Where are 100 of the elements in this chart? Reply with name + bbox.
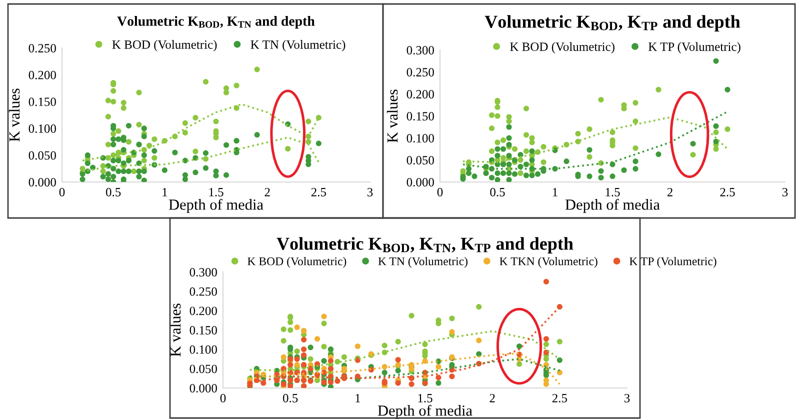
point	[632, 166, 638, 172]
chart-title: Volumetric K$_{BOD}$, K$_{TN}$ and depth	[117, 16, 315, 29]
legend-label: K BOD (Volumetric)	[248, 256, 346, 268]
y-tick-label: 0.200	[406, 90, 434, 99]
point	[621, 167, 627, 173]
point	[288, 327, 294, 333]
point	[632, 158, 638, 164]
y-tick-label: 0.000	[406, 178, 434, 187]
x-tick-label: 1.5	[418, 394, 432, 402]
legend-label: K BOD (Volumetric)	[510, 42, 614, 54]
point	[598, 174, 604, 180]
point	[321, 320, 327, 326]
y-tick-label: 0.050	[28, 151, 56, 160]
point	[506, 177, 512, 182]
point	[506, 170, 512, 176]
line-series	[82, 103, 320, 162]
y-tick-label: 0.050	[406, 156, 434, 165]
point	[301, 336, 307, 342]
x-tick-label: 2.5	[311, 188, 326, 196]
point	[494, 170, 500, 176]
point	[308, 356, 314, 362]
point	[395, 338, 401, 344]
point	[512, 171, 518, 177]
point	[506, 162, 512, 168]
x-tick-label: 2	[490, 394, 495, 402]
point	[506, 142, 512, 148]
point	[506, 152, 512, 158]
point	[436, 364, 442, 370]
legend-label: K TP (Volumetric)	[648, 42, 740, 54]
point	[449, 374, 455, 380]
point	[529, 157, 535, 163]
y-tick-label: 0.150	[28, 98, 56, 106]
point	[586, 147, 592, 153]
point	[494, 152, 500, 158]
y-tick-label: 0.300	[190, 268, 217, 277]
point	[280, 338, 286, 344]
y-tick-label: 0.100	[28, 124, 56, 133]
x-tick-label: 2.5	[552, 394, 567, 402]
y-axis-title: K values	[386, 90, 398, 143]
point	[408, 381, 414, 387]
y-tick-label: 0.100	[406, 134, 434, 143]
point	[294, 348, 300, 354]
x-tick-label: 3	[782, 188, 788, 196]
legend-label: K TN (Volumetric)	[378, 256, 468, 268]
x-tick-label: 0	[59, 188, 65, 196]
point	[449, 329, 455, 335]
legend-label: K TP (Volumetric)	[630, 256, 716, 268]
y-tick-label: 0.300	[406, 46, 434, 55]
chart-title: Volumetric K$_{BOD}$, K$_{TP}$ and depth	[484, 15, 740, 32]
point	[436, 374, 442, 380]
point	[543, 350, 549, 356]
point	[506, 135, 512, 141]
point	[395, 356, 401, 363]
point	[280, 326, 286, 332]
y-tick-label: 0.200	[28, 70, 56, 80]
point	[598, 168, 604, 174]
x-tick-label: 0.5	[106, 188, 121, 196]
x-axis-title: Depth of media	[168, 198, 264, 213]
point	[494, 146, 500, 152]
x-axis-title: Depth of media	[565, 198, 660, 213]
point	[314, 336, 320, 342]
point	[543, 342, 549, 348]
legend-label: K TKN (Volumetric)	[500, 256, 598, 268]
x-tick-label: 2	[667, 188, 672, 196]
point	[523, 162, 530, 168]
point	[610, 174, 616, 180]
x-tick-label: 0.5	[490, 188, 505, 196]
point	[294, 324, 300, 330]
x-tick-label: 0	[437, 188, 443, 196]
chart-title: Volumetric K$_{BOD}$, K$_{TN}$, K$_{TP}$ and depth	[276, 237, 574, 254]
point	[301, 346, 307, 352]
point	[321, 314, 327, 320]
point	[288, 362, 294, 368]
point	[408, 312, 414, 318]
y-tick-label: 0.150	[406, 112, 434, 121]
point	[488, 174, 495, 180]
point	[500, 170, 506, 176]
point	[422, 342, 428, 348]
point	[280, 354, 286, 360]
y-tick-label: 0.200	[190, 306, 217, 316]
x-tick-label: 1.5	[209, 188, 224, 196]
x-tick-label: 3	[367, 188, 373, 196]
x-tick-label: 1	[552, 188, 558, 196]
y-tick-label: 0.250	[190, 287, 217, 296]
point	[516, 361, 522, 367]
point	[449, 316, 455, 322]
point	[586, 174, 592, 180]
point	[476, 338, 482, 344]
y-axis-title: K values	[170, 304, 181, 357]
legend-label: K TN (Volumetric)	[250, 40, 346, 52]
point	[543, 278, 549, 284]
point	[476, 304, 482, 310]
x-tick-label: 2.5	[720, 188, 735, 196]
y-tick-label: 0.000	[28, 178, 56, 187]
point	[382, 342, 388, 348]
point	[534, 171, 541, 177]
point	[713, 58, 719, 64]
point	[529, 172, 535, 178]
point	[321, 344, 327, 350]
y-tick-label: 0.100	[190, 345, 217, 354]
